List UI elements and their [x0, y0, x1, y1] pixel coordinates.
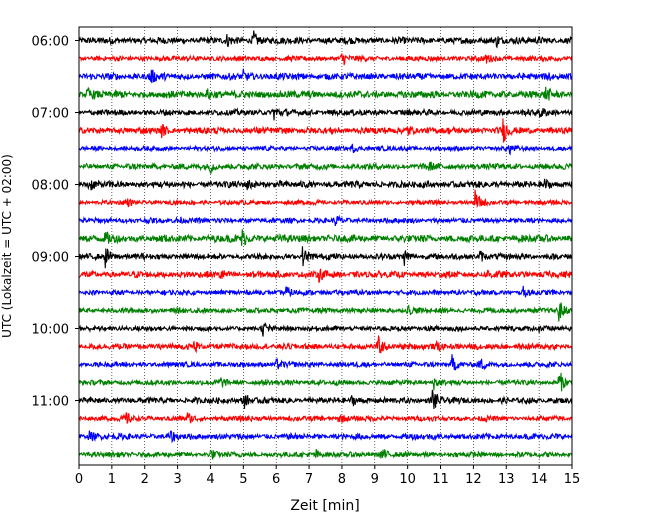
x-tick-label: 9 [371, 472, 379, 487]
x-tick-label: 13 [498, 472, 515, 487]
x-tick-label: 0 [75, 472, 83, 487]
y-tick-label: 08:00 [32, 179, 69, 194]
trace-0745 [78, 161, 573, 174]
trace-0945 [78, 302, 573, 322]
trace-0900 [78, 246, 573, 269]
trace-1100 [78, 389, 573, 409]
x-tick-label: 6 [272, 472, 280, 487]
vertical-grid [111, 27, 540, 465]
x-tick-label: 4 [206, 472, 214, 487]
y-tick-label: 06:00 [32, 35, 69, 50]
x-axis-label: Zeit [min] [290, 498, 359, 514]
x-tick-label: 7 [305, 472, 313, 487]
trace-0930 [78, 285, 573, 298]
trace-1115 [78, 412, 573, 425]
y-axis-label: UTC (Lokalzeit = UTC + 02:00) [0, 154, 14, 338]
trace-0800 [78, 178, 573, 191]
trace-1000 [78, 322, 573, 337]
trace-0600 [78, 30, 573, 49]
trace-0830 [78, 214, 573, 226]
trace-1045 [78, 372, 573, 392]
x-tick-label: 12 [465, 472, 482, 487]
trace-1145 [78, 448, 573, 460]
x-axis-ticks: 0 1 2 3 4 5 6 7 8 9 10 11 12 13 14 15 [75, 465, 580, 487]
x-tick-label: 2 [141, 472, 149, 487]
trace-0915 [78, 268, 573, 283]
x-tick-label: 15 [564, 472, 581, 487]
y-tick-label: 09:00 [32, 251, 69, 266]
x-tick-label: 10 [399, 472, 416, 487]
trace-0615 [78, 53, 573, 66]
trace-1015 [78, 335, 573, 354]
trace-0845 [78, 229, 573, 246]
trace-0645 [78, 86, 573, 101]
y-axis-ticks: 06:00 07:00 08:00 09:00 10:00 11:00 [32, 35, 79, 410]
x-tick-label: 1 [108, 472, 116, 487]
trace-1130 [78, 430, 573, 444]
trace-0630 [78, 68, 573, 84]
trace-0730 [78, 143, 573, 156]
x-tick-label: 5 [239, 472, 247, 487]
plot-frame [78, 26, 573, 466]
x-tick-label: 8 [338, 472, 346, 487]
trace-0715 [78, 118, 573, 143]
trace-0815 [78, 189, 573, 209]
trace-0700 [78, 107, 573, 121]
y-tick-label: 10:00 [32, 323, 69, 338]
trace-1030 [78, 354, 573, 371]
y-tick-label: 11:00 [32, 395, 69, 410]
x-tick-label: 3 [173, 472, 181, 487]
x-tick-label: 11 [432, 472, 449, 487]
x-tick-label: 14 [531, 472, 548, 487]
seismogram-traces [78, 30, 573, 460]
y-tick-label: 07:00 [32, 107, 69, 122]
